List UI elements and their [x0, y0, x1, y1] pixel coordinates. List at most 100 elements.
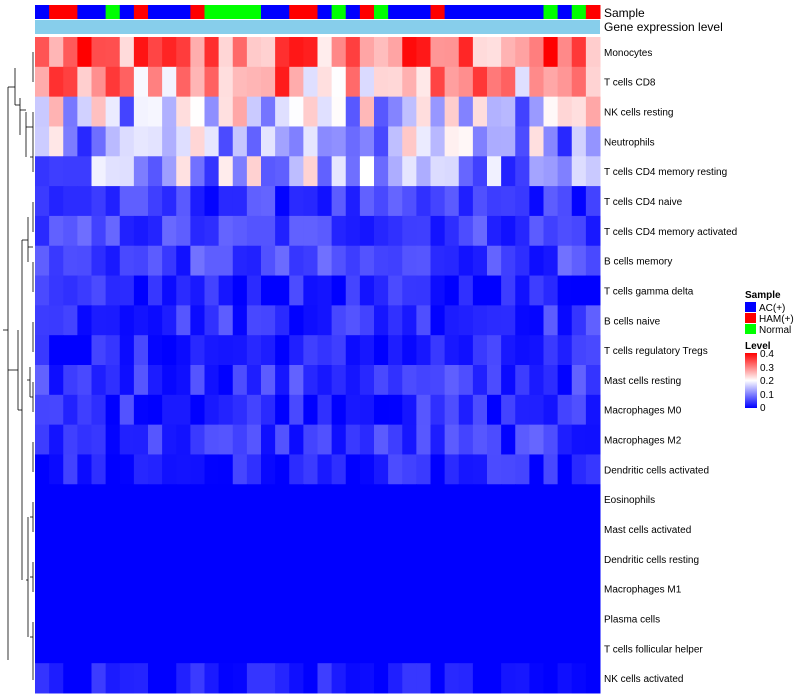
heatmap-cell — [543, 156, 559, 187]
heatmap-cell — [275, 514, 290, 545]
row-label: Monocytes — [604, 48, 652, 59]
heatmap-cell — [345, 663, 361, 694]
heatmap-cell — [430, 454, 446, 485]
heatmap-cell — [317, 186, 333, 217]
heatmap-cell — [487, 335, 502, 366]
sample-cell — [190, 5, 205, 19]
heatmap-cell — [35, 514, 50, 545]
heatmap-cell — [416, 365, 431, 396]
heatmap-cell — [487, 424, 502, 455]
heatmap-cell — [162, 126, 177, 157]
row-label: Plasma cells — [604, 614, 660, 625]
heatmap-cell — [359, 126, 375, 157]
heatmap-cell — [345, 454, 361, 485]
heatmap-cell — [162, 454, 177, 485]
heatmap-cell — [232, 96, 248, 127]
heatmap-cell — [35, 365, 50, 396]
heatmap-cell — [388, 663, 403, 694]
heatmap-cell — [218, 245, 234, 277]
heatmap-cell — [529, 543, 544, 575]
heatmap-cell — [472, 275, 488, 306]
heatmap-cell — [91, 156, 107, 187]
heatmap-cell — [359, 335, 375, 366]
heatmap-cell — [345, 394, 361, 426]
heatmap-cell — [77, 484, 92, 515]
heatmap-cell — [204, 37, 220, 68]
heatmap-cell — [444, 245, 460, 277]
heatmap-cell — [529, 215, 544, 247]
heatmap-cell — [571, 394, 587, 426]
heatmap-cell — [35, 245, 50, 277]
heatmap-cell — [557, 633, 573, 664]
heatmap-cell — [119, 365, 135, 396]
heatmap-cell — [232, 484, 248, 515]
heatmap-cell — [529, 484, 544, 515]
heatmap-cell — [303, 126, 318, 157]
heatmap-cell — [35, 573, 50, 605]
heatmap-cell — [444, 215, 460, 247]
heatmap-cell — [49, 394, 64, 426]
sample-cell — [374, 5, 389, 19]
heatmap-cell — [557, 126, 573, 157]
heatmap-cell — [402, 365, 417, 396]
level-legend: Level 0.4 0.3 0.2 0.1 0 — [745, 341, 774, 414]
heatmap-cell — [529, 37, 544, 68]
heatmap-cell — [529, 663, 544, 694]
row-label: Macrophages M0 — [604, 406, 682, 417]
heatmap-cell — [557, 514, 573, 545]
heatmap-cell — [148, 335, 163, 366]
heatmap-cell — [63, 454, 78, 485]
heatmap-cell — [543, 186, 559, 217]
heatmap-cell — [430, 394, 446, 426]
heatmap-cell — [402, 484, 417, 515]
heatmap-cell — [585, 186, 601, 217]
heatmap-cell — [261, 424, 276, 455]
sample-cell — [232, 5, 248, 19]
heatmap-cell — [416, 573, 431, 605]
heatmap-cell — [218, 126, 234, 157]
heatmap-cell — [303, 305, 318, 336]
heatmap-cell — [232, 663, 248, 694]
legend-label-ac: AC(+) — [759, 303, 785, 314]
heatmap-cell — [571, 156, 587, 187]
heatmap-cell — [543, 633, 559, 664]
heatmap-cell — [458, 215, 474, 247]
heatmap-cell — [275, 305, 290, 336]
heatmap-cell — [529, 126, 544, 157]
heatmap-cell — [133, 394, 149, 426]
heatmap-cell — [388, 305, 403, 336]
heatmap-cell — [557, 454, 573, 485]
heatmap-cell — [303, 335, 318, 366]
heatmap-cell — [162, 37, 177, 68]
heatmap-cell — [487, 454, 502, 485]
heatmap-cell — [416, 186, 431, 217]
heatmap-cell — [190, 365, 205, 396]
sample-cell — [35, 5, 50, 19]
heatmap-cell — [204, 603, 220, 634]
heatmap-cell — [317, 66, 333, 98]
heatmap-cell — [176, 365, 191, 396]
heatmap-cell — [261, 305, 276, 336]
heatmap-cell — [571, 126, 587, 157]
heatmap-cell — [35, 96, 50, 127]
heatmap-cell — [557, 573, 573, 605]
heatmap-cell — [77, 66, 92, 98]
heatmap-cell — [63, 37, 78, 68]
heatmap-cell — [501, 394, 516, 426]
sample-cell — [133, 5, 149, 19]
heatmap-cell — [289, 96, 304, 127]
heatmap-cell — [275, 603, 290, 634]
heatmap-cell — [261, 156, 276, 187]
heatmap-cell — [458, 394, 474, 426]
heatmap-cell — [77, 245, 92, 277]
heatmap-cell — [63, 603, 78, 634]
heatmap-cell — [515, 215, 530, 247]
heatmap-cell — [345, 633, 361, 664]
row-label: Neutrophils — [604, 137, 655, 148]
heatmap-cell — [430, 543, 446, 575]
heatmap-cell — [416, 156, 431, 187]
heatmap-cell — [105, 96, 121, 127]
heatmap-cell — [557, 37, 573, 68]
heatmap-cell — [388, 365, 403, 396]
sample-cell — [275, 5, 290, 19]
